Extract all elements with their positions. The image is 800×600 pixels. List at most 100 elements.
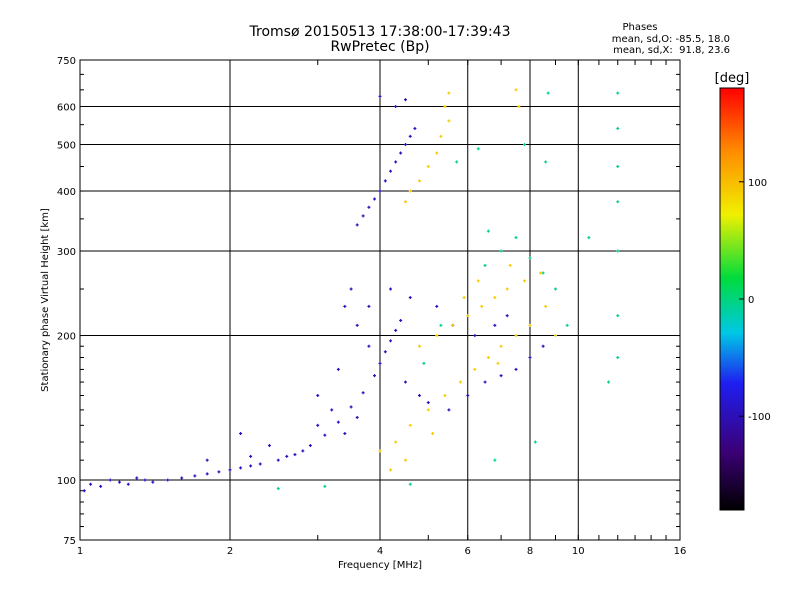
data-point (499, 344, 503, 348)
data-point (361, 214, 365, 218)
data-point (399, 151, 403, 155)
data-point (336, 367, 340, 371)
y-tick-label: 400 (57, 187, 76, 198)
data-point (408, 134, 412, 138)
data-point (394, 440, 398, 444)
data-point (539, 271, 543, 275)
data-point (394, 105, 398, 109)
data-point (308, 444, 312, 448)
data-point (523, 279, 527, 283)
data-point (367, 304, 371, 308)
data-point (217, 470, 221, 474)
data-point (239, 466, 243, 470)
data-point (378, 189, 382, 193)
data-point (451, 323, 455, 327)
data-point (480, 304, 484, 308)
data-point (408, 189, 412, 193)
data-point (483, 380, 487, 384)
data-point (389, 169, 393, 173)
data-point (126, 482, 130, 486)
data-point (523, 143, 527, 147)
data-point (499, 249, 503, 253)
data-point (553, 334, 557, 338)
y-tick-label: 750 (57, 56, 76, 67)
data-point (616, 164, 620, 168)
data-point (399, 318, 403, 322)
data-point (349, 287, 353, 291)
data-point (276, 458, 280, 462)
data-point (343, 304, 347, 308)
data-point (514, 367, 518, 371)
data-point (462, 296, 466, 300)
data-point (508, 263, 512, 267)
data-point (528, 323, 532, 327)
data-point (417, 179, 421, 183)
phase-legend-o-stats: mean, sd,O: -85.5, 18.0 (611, 34, 730, 45)
data-point (383, 350, 387, 354)
data-point (493, 458, 497, 462)
data-point (117, 480, 121, 484)
data-point (546, 91, 550, 95)
data-point (616, 91, 620, 95)
data-point (486, 355, 490, 359)
data-point (301, 449, 305, 453)
data-point (355, 415, 359, 419)
data-point (403, 98, 407, 102)
data-point (249, 464, 253, 468)
data-point (616, 200, 620, 204)
data-point (417, 394, 421, 398)
data-point (493, 296, 497, 300)
data-point (378, 449, 382, 453)
data-point (336, 420, 340, 424)
x-tick-label: 2 (227, 546, 233, 557)
data-point (413, 126, 417, 130)
data-point (330, 408, 334, 412)
data-point (349, 405, 353, 409)
y-tick-label: 300 (57, 247, 76, 258)
data-point (505, 314, 509, 318)
data-point (276, 487, 280, 491)
data-point (426, 401, 430, 405)
data-point (239, 432, 243, 436)
data-point (435, 334, 439, 338)
y-axis-label: Stationary phase Virtual Height [km] (40, 208, 51, 392)
data-point (533, 440, 537, 444)
data-point (486, 229, 490, 233)
data-point (408, 482, 412, 486)
data-point (473, 367, 477, 371)
data-point (439, 134, 443, 138)
y-tick-label: 75 (63, 536, 76, 547)
colorbar-label: [deg] (715, 71, 750, 86)
data-point (431, 432, 435, 436)
data-point (426, 164, 430, 168)
data-point (607, 380, 611, 384)
data-point (447, 119, 451, 123)
data-point (541, 271, 545, 275)
x-tick-label: 4 (377, 546, 383, 557)
colorbar-tick-label: -100 (748, 412, 771, 423)
data-point (514, 88, 518, 92)
data-point (435, 151, 439, 155)
data-point (443, 394, 447, 398)
data-point (367, 344, 371, 348)
data-point (422, 361, 426, 365)
data-point (355, 223, 359, 227)
data-point (205, 458, 209, 462)
data-point (403, 143, 407, 147)
data-point (553, 287, 557, 291)
data-point (267, 444, 271, 448)
data-point (473, 334, 477, 338)
data-point (205, 472, 209, 476)
data-point (443, 105, 447, 109)
data-point (389, 287, 393, 291)
data-point (99, 484, 103, 488)
data-point (435, 304, 439, 308)
x-tick-label: 8 (527, 546, 533, 557)
data-point (389, 339, 393, 343)
data-point (316, 394, 320, 398)
x-tick-label: 1 (77, 546, 83, 557)
data-point (228, 468, 232, 472)
data-point (476, 147, 480, 151)
data-point (466, 394, 470, 398)
